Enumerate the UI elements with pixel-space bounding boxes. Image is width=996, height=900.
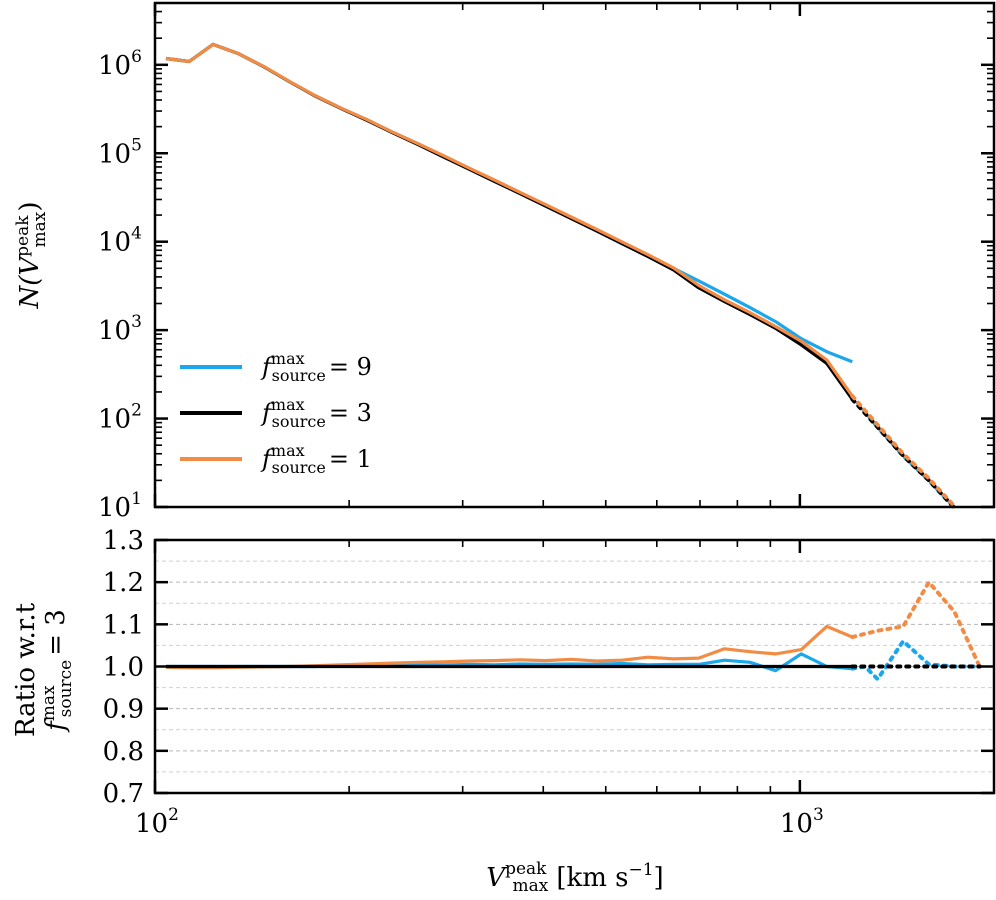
x-tick-label: 103 (780, 805, 824, 839)
x-tick-label: 102 (135, 805, 179, 839)
legend: fmax source = 9 fmax source = 3 fmax source = … (180, 349, 372, 477)
top-y-axis-label: N(Vpeakmax) (13, 201, 50, 309)
top-y-tick-label: 102 (98, 401, 142, 435)
top-series-dotted (850, 394, 957, 509)
bottom-y-tick-label: 1.1 (103, 610, 144, 640)
bottom-panel-series (165, 578, 982, 683)
bottom-y-axis-label-line2: fmaxsource= 3 (39, 609, 76, 733)
bottom-panel-frame (153, 538, 996, 795)
ratio-series-dotted (850, 638, 982, 683)
top-y-tick-label: 103 (98, 312, 142, 346)
top-panel-series (165, 42, 957, 510)
ratio-series-dotted (850, 578, 982, 669)
bottom-y-tick-label: 1.0 (103, 653, 144, 683)
top-panel-frame (153, 1, 996, 509)
top-y-tick-label: 105 (98, 135, 142, 169)
bottom-y-tick-label: 0.7 (103, 779, 144, 809)
top-y-tick-label: 104 (98, 224, 142, 258)
top-series-line (165, 42, 854, 401)
bottom-y-tick-label: 0.9 (103, 695, 144, 725)
x-axis-label: Vpeak max [km s−1] (486, 859, 663, 896)
legend-label-f3: fmax source = 3 (260, 395, 372, 431)
top-y-tick-label: 106 (98, 47, 142, 81)
bottom-y-tick-label: 1.2 (103, 568, 144, 598)
bottom-y-axis-label-line1: Ratio w.r.t (11, 602, 41, 737)
top-y-tick-label: 101 (98, 489, 142, 523)
bottom-y-tick-label: 1.3 (103, 526, 144, 556)
top-series-line (165, 42, 854, 397)
tick-labels: 101 102 103 104 105 106 0.7 0.8 0.9 1.0 1.1 1.2 1.3 1… (98, 47, 824, 839)
bottom-y-tick-label: 0.8 (103, 737, 144, 767)
legend-label-f9: fmax source = 9 (260, 349, 372, 385)
legend-label-f1: fmax source = 1 (260, 441, 372, 477)
